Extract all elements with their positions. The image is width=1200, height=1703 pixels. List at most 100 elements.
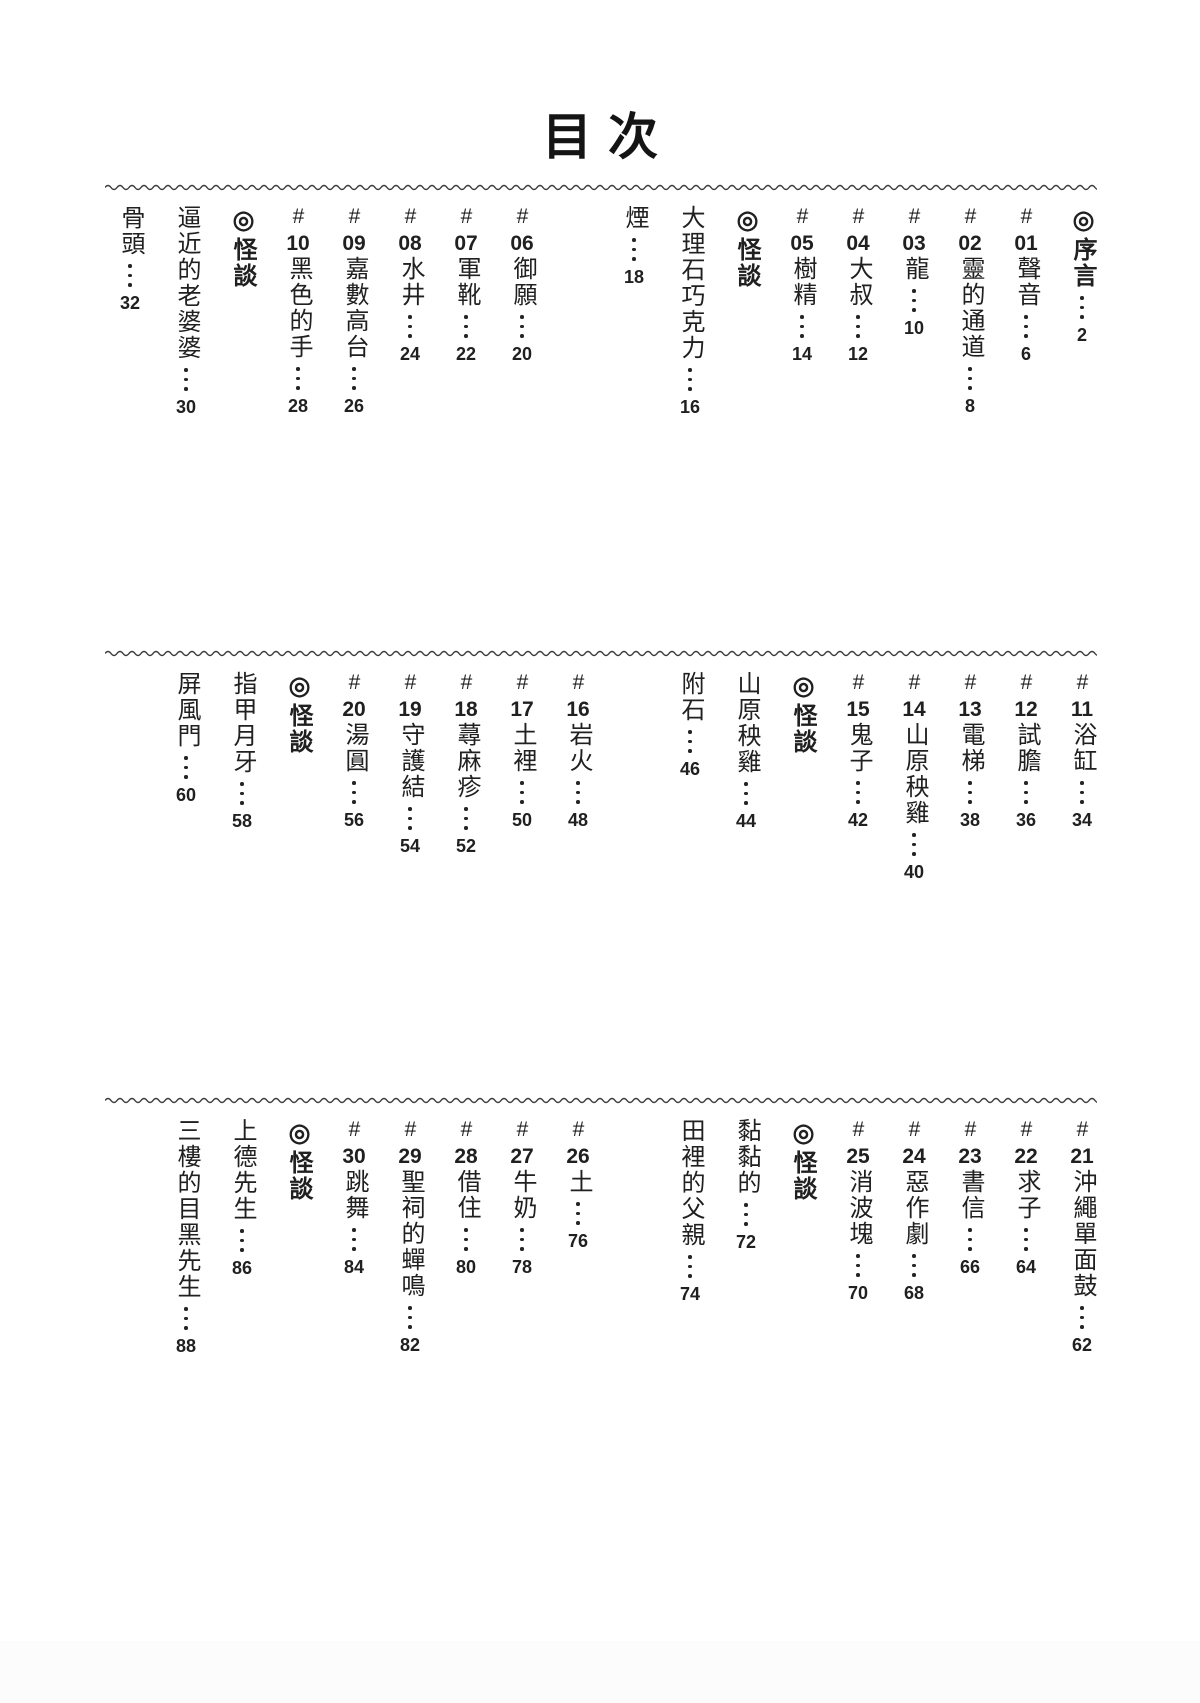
entry-hash: # [847, 205, 870, 231]
entry-number: 17 [510, 698, 534, 721]
entry-page: 48 [567, 809, 589, 830]
kaidan-symbol: ◎ [789, 1118, 816, 1150]
entry-number: 05 [790, 232, 814, 255]
entry-page: 72 [735, 1231, 757, 1252]
entry-title: 求子 [1013, 1169, 1040, 1221]
dots-leader [843, 1247, 873, 1281]
entry-page: 68 [903, 1282, 925, 1303]
entry-page: 82 [399, 1334, 421, 1355]
toc-columns: #11浴缸 34 #12試膽 36 #13電梯 38 #14山原秧雞 40 #15鬼子 42 ◎怪談… [105, 671, 1097, 882]
toc-entry: ◎怪談 [787, 671, 817, 755]
toc-entry: ◎序言 2 [1067, 205, 1097, 345]
dots-leader [955, 774, 985, 808]
entry-title: 鬼子 [845, 722, 872, 774]
entry-title: 山原秧雞 [901, 722, 928, 826]
dots-leader [675, 361, 705, 395]
dots-leader [395, 800, 425, 834]
toc-entry: #17土裡 50 [507, 671, 537, 830]
entry-number: 23 [958, 1145, 982, 1168]
dots-leader [507, 774, 537, 808]
wavy-divider [105, 650, 1097, 657]
entry-number: 10 [286, 232, 310, 255]
entry-page: 74 [679, 1283, 701, 1304]
kaidan-label: 怪談 [789, 703, 815, 755]
entry-title: 書信 [957, 1169, 984, 1221]
entry-title: 靈的通道 [957, 256, 984, 360]
entry-hash: # [1071, 671, 1094, 697]
entry-page: 26 [343, 395, 365, 416]
entry-number: 16 [566, 698, 590, 721]
entry-hash: # [455, 1118, 478, 1144]
entry-title: 序言 [1069, 237, 1095, 289]
entry-hash: # [959, 205, 982, 231]
entry-page: 62 [1071, 1334, 1093, 1355]
dots-leader [955, 360, 985, 394]
entry-title: 跳舞 [341, 1169, 368, 1221]
entry-hash: # [511, 671, 534, 697]
entry-title: 三樓的目黑先生 [173, 1118, 200, 1300]
entry-hash: # [1015, 205, 1038, 231]
entry-page: 12 [847, 343, 869, 364]
toc-entry: #04大叔 12 [843, 205, 873, 364]
entry-title: 守護結 [397, 722, 424, 800]
entry-number: 09 [342, 232, 366, 255]
entry-page: 78 [511, 1256, 533, 1277]
toc-entry: #19守護結 54 [395, 671, 425, 856]
toc-entry: 三樓的目黑先生 88 [171, 1118, 201, 1356]
dots-leader [1067, 774, 1097, 808]
dots-leader [731, 775, 761, 809]
entry-page: 42 [847, 809, 869, 830]
dots-leader [339, 774, 369, 808]
dots-leader [339, 1221, 369, 1255]
entry-page: 46 [679, 758, 701, 779]
entry-number: 01 [1014, 232, 1038, 255]
dots-leader [899, 826, 929, 860]
entry-title: 大叔 [845, 256, 872, 308]
entry-hash: # [903, 671, 926, 697]
dots-leader [899, 1247, 929, 1281]
toc-entry: #26土 76 [563, 1118, 593, 1251]
toc-entry: #11浴缸 34 [1067, 671, 1097, 830]
dots-leader [227, 775, 257, 809]
entry-title: 指甲月牙 [229, 671, 256, 775]
entry-title: 逼近的老婆婆 [173, 205, 200, 361]
entry-number: 13 [958, 698, 982, 721]
entry-hash: # [511, 1118, 534, 1144]
entry-title: 嘉數高台 [341, 256, 368, 360]
entry-number: 18 [454, 698, 478, 721]
dots-leader [451, 800, 481, 834]
entry-page: 10 [903, 317, 925, 338]
entry-number: 21 [1070, 1145, 1094, 1168]
entry-title: 龍 [901, 256, 928, 282]
dots-leader [843, 774, 873, 808]
entry-page: 18 [623, 266, 645, 287]
entry-page: 66 [959, 1256, 981, 1277]
entry-title: 土裡 [509, 722, 536, 774]
dots-leader [563, 1195, 593, 1229]
dots-leader [787, 308, 817, 342]
entry-title: 山原秧雞 [733, 671, 760, 775]
kaidan-label: 怪談 [733, 237, 759, 289]
entry-hash: # [343, 1118, 366, 1144]
toc-entry: #13電梯 38 [955, 671, 985, 830]
entry-page: 32 [119, 292, 141, 313]
entry-hash: # [399, 205, 422, 231]
wavy-divider [105, 1097, 1097, 1104]
entry-hash: # [903, 205, 926, 231]
dots-leader [1011, 1221, 1041, 1255]
toc-entry: #25消波塊 70 [843, 1118, 873, 1303]
dots-leader [451, 308, 481, 342]
entry-page: 36 [1015, 809, 1037, 830]
entry-number: 15 [846, 698, 870, 721]
toc-entry: #06御願 20 [507, 205, 537, 364]
toc-entry: 指甲月牙 58 [227, 671, 257, 831]
entry-number: 04 [846, 232, 870, 255]
toc-entry: ◎怪談 [227, 205, 257, 289]
entry-hash: # [511, 205, 534, 231]
entry-hash: # [1015, 1118, 1038, 1144]
entry-number: 12 [1014, 698, 1038, 721]
entry-number: 25 [846, 1145, 870, 1168]
toc-section-2: #11浴缸 34 #12試膽 36 #13電梯 38 #14山原秧雞 40 #15鬼子 42 ◎怪談… [105, 649, 1097, 882]
entry-page: 28 [287, 395, 309, 416]
entry-hash: # [343, 671, 366, 697]
